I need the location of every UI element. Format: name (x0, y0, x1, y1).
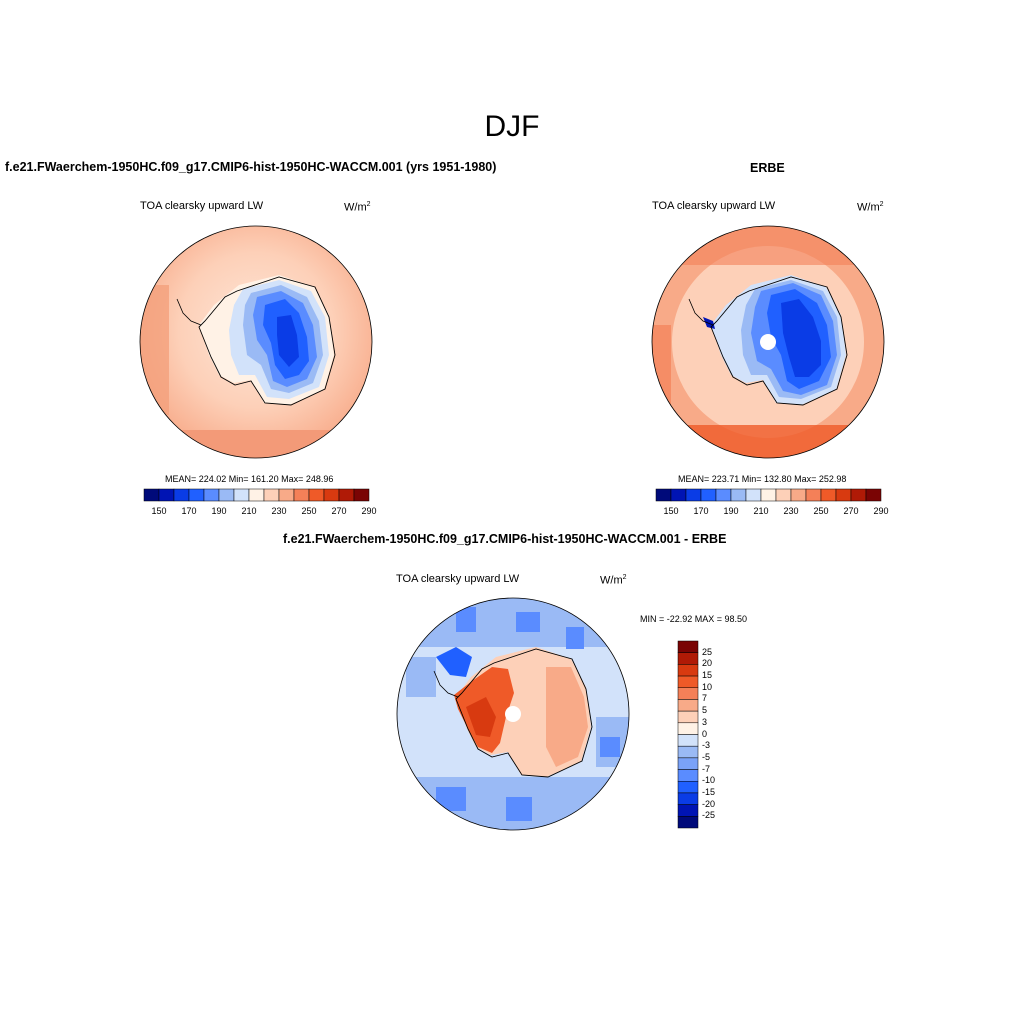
colorbar-swatch (730, 488, 747, 502)
diff-units-label: W/m2 (600, 574, 627, 587)
diff-panel-title: f.e21.FWaerchem-1950HC.f09_g17.CMIP6-his… (283, 532, 727, 546)
colorbar-swatch (677, 664, 699, 677)
colorbar-swatch (677, 781, 699, 794)
colorbar-tick-label: 230 (783, 506, 799, 516)
colorbar-tick-label: 210 (241, 506, 257, 516)
colorbar-swatch (670, 488, 687, 502)
colorbar-swatch (850, 488, 867, 502)
diff-polar-map (396, 597, 630, 831)
colorbar-tick-label: -10 (702, 775, 716, 786)
colorbar-tick-label: -15 (702, 786, 716, 797)
colorbar-swatch (677, 699, 699, 712)
colorbar-tick-label: -20 (702, 798, 716, 809)
colorbar-tick-label: 3 (702, 716, 708, 727)
colorbar-swatch (677, 640, 699, 653)
season-title: DJF (484, 110, 540, 143)
colorbar-swatch (835, 488, 852, 502)
model-panel-title: f.e21.FWaerchem-1950HC.f09_g17.CMIP6-his… (5, 160, 497, 174)
colorbar-swatch (745, 488, 762, 502)
colorbar-swatch (233, 488, 250, 502)
obs-stats: MEAN= 223.71 Min= 132.80 Max= 252.98 (678, 474, 847, 484)
colorbar-tick-label: 270 (843, 506, 859, 516)
colorbar-swatch (677, 816, 699, 829)
colorbar-swatch (353, 488, 370, 502)
model-units-label: W/m2 (344, 201, 371, 214)
colorbar-tick-label: 230 (271, 506, 287, 516)
colorbar-swatch (293, 488, 310, 502)
model-stats: MEAN= 224.02 Min= 161.20 Max= 248.96 (165, 474, 334, 484)
colorbar-tick-label: 170 (181, 506, 197, 516)
colorbar-tick-label: 150 (663, 506, 679, 516)
colorbar-tick-label: 190 (211, 506, 227, 516)
obs-colorbar (655, 488, 882, 502)
colorbar-swatch (158, 488, 175, 502)
colorbar-swatch (677, 792, 699, 805)
colorbar-swatch (677, 757, 699, 770)
colorbar-tick-label: 270 (331, 506, 347, 516)
colorbar-tick-label: 15 (702, 670, 713, 681)
colorbar-swatch (263, 488, 280, 502)
colorbar-swatch (790, 488, 807, 502)
colorbar-swatch (805, 488, 822, 502)
colorbar-tick-label: 0 (702, 728, 708, 739)
colorbar-swatch (677, 710, 699, 724)
diff-colorbar-ticks: 25 20 15 10 7 5 3 0 -3 -5 -7 -10 -15 -20 -25 (702, 641, 742, 828)
colorbar-swatch (820, 488, 837, 502)
colorbar-swatch (677, 687, 699, 700)
colorbar-swatch (308, 488, 325, 502)
colorbar-swatch (677, 734, 699, 747)
colorbar-swatch (173, 488, 190, 502)
obs-variable-label: TOA clearsky upward LW (652, 200, 776, 212)
colorbar-tick-label: 150 (151, 506, 167, 516)
diff-colorbar (677, 640, 699, 829)
colorbar-swatch (338, 488, 355, 502)
colorbar-swatch (677, 722, 699, 735)
colorbar-swatch (323, 488, 340, 502)
model-colorbar-ticks: 150 170 190 210 230 250 270 290 (144, 506, 376, 518)
colorbar-tick-label: 290 (873, 506, 889, 516)
colorbar-swatch (715, 488, 732, 502)
colorbar-swatch (143, 488, 160, 502)
colorbar-tick-label: -5 (702, 751, 711, 762)
colorbar-tick-label: 190 (723, 506, 739, 516)
obs-colorbar-ticks: 150 170 190 210 230 250 270 290 (656, 506, 888, 518)
colorbar-swatch (677, 652, 699, 665)
colorbar-swatch (655, 488, 672, 502)
colorbar-swatch (677, 804, 699, 817)
colorbar-swatch (188, 488, 205, 502)
colorbar-tick-label: -25 (702, 810, 716, 821)
colorbar-tick-label: 20 (702, 658, 713, 669)
colorbar-tick-label: -3 (702, 740, 711, 751)
colorbar-swatch (278, 488, 295, 502)
colorbar-tick-label: 10 (702, 681, 713, 692)
colorbar-swatch (677, 675, 699, 688)
colorbar-swatch (218, 488, 235, 502)
colorbar-tick-label: 5 (702, 705, 708, 716)
colorbar-swatch (700, 488, 717, 502)
colorbar-swatch (248, 488, 265, 502)
colorbar-tick-label: -7 (702, 763, 711, 774)
colorbar-swatch (685, 488, 702, 502)
colorbar-tick-label: 7 (702, 693, 708, 704)
diff-variable-label: TOA clearsky upward LW (396, 573, 520, 585)
obs-units-label: W/m2 (857, 201, 884, 214)
colorbar-tick-label: 250 (301, 506, 317, 516)
obs-panel-title: ERBE (750, 161, 785, 175)
colorbar-swatch (203, 488, 220, 502)
model-colorbar (143, 488, 370, 502)
colorbar-swatch (677, 769, 699, 782)
diff-stats: MIN = -22.92 MAX = 98.50 (640, 614, 748, 624)
colorbar-tick-label: 210 (753, 506, 769, 516)
obs-polar-map (651, 225, 885, 459)
colorbar-swatch (677, 745, 699, 759)
colorbar-tick-label: 250 (813, 506, 829, 516)
colorbar-tick-label: 25 (702, 646, 713, 657)
colorbar-tick-label: 170 (693, 506, 709, 516)
model-variable-label: TOA clearsky upward LW (140, 200, 264, 212)
colorbar-swatch (865, 488, 882, 502)
colorbar-tick-label: 290 (361, 506, 377, 516)
colorbar-swatch (775, 488, 792, 502)
colorbar-swatch (760, 488, 777, 502)
model-polar-map (139, 225, 373, 459)
